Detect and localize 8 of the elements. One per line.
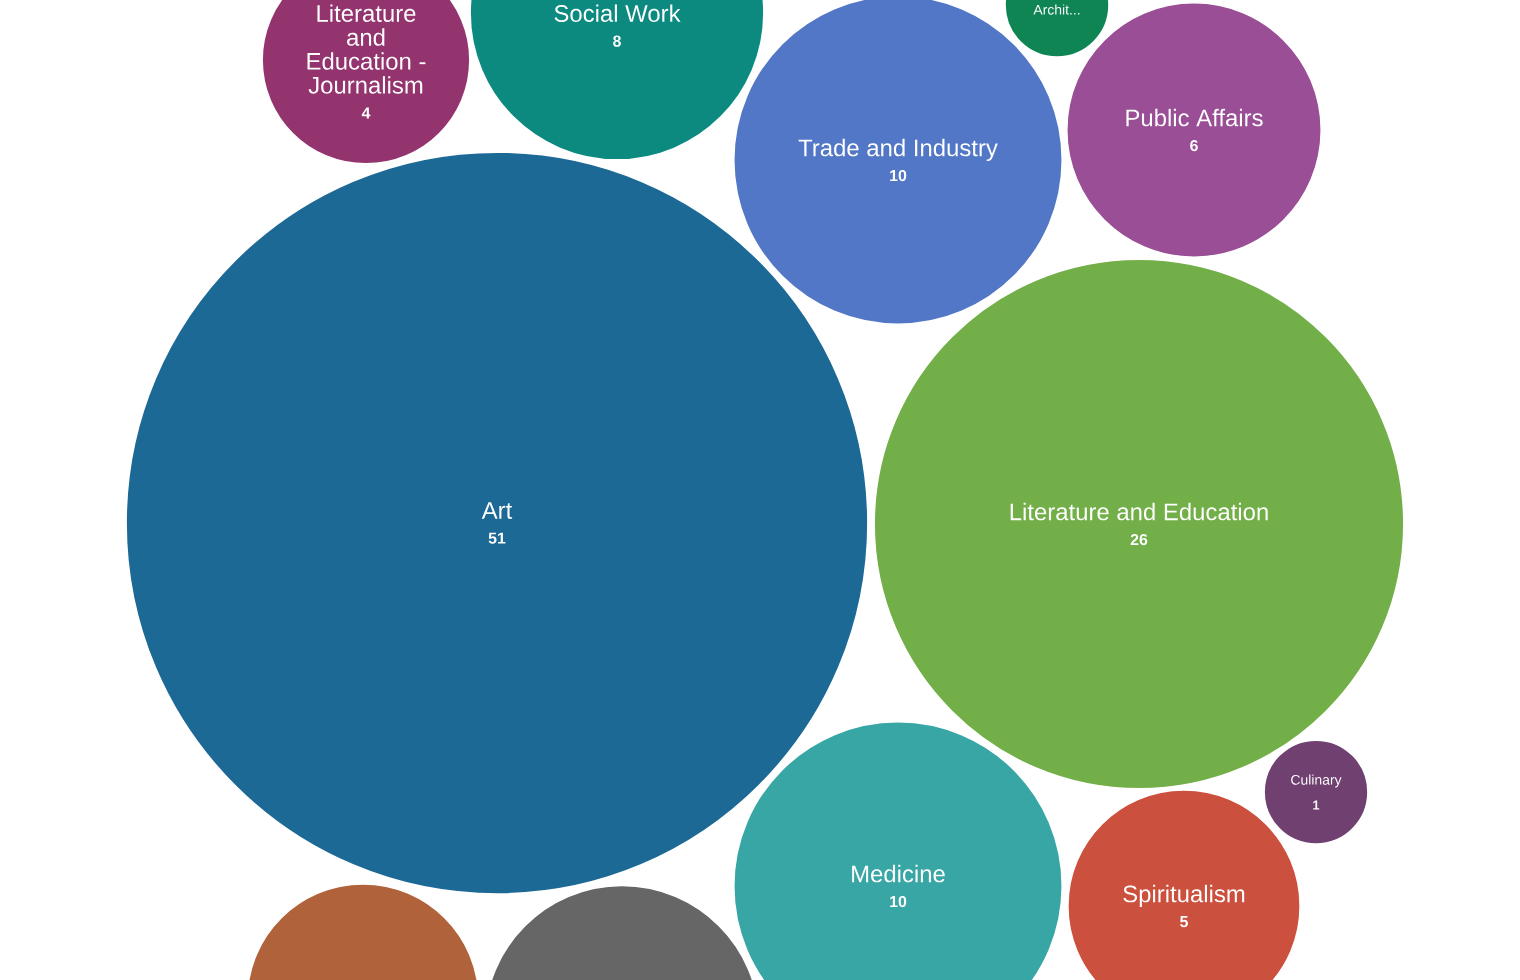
category-label: Social Work — [554, 4, 681, 22]
category-label: Trade and Industry — [798, 138, 998, 162]
category-label: Spiritualism — [1123, 884, 1245, 908]
category-label: Medicine — [852, 864, 945, 883]
category-label: Literature and Education - Journalism — [307, 4, 426, 94]
category-label: Art — [481, 502, 513, 519]
category-label: Literature and Education — [1010, 502, 1268, 521]
category-label: Public Affairs — [1126, 108, 1263, 127]
